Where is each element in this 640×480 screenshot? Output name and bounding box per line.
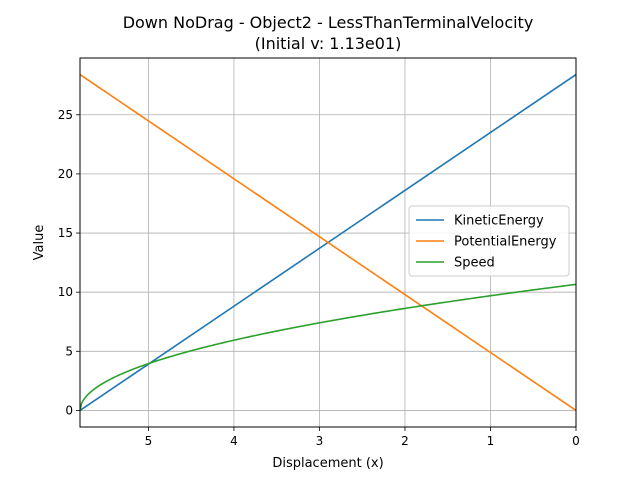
- series-lines: [79, 73, 577, 412]
- y-tick-label: 25: [58, 108, 73, 122]
- x-tick-label: 4: [230, 434, 238, 448]
- series-line-potentialenergy: [79, 73, 577, 412]
- legend-entry: Speed: [454, 256, 495, 271]
- y-axis-label: Value: [32, 225, 47, 261]
- y-tick-label: 10: [58, 285, 73, 299]
- legend: KineticEnergy PotentialEnergy Speed: [408, 205, 570, 277]
- y-tick-label: 0: [65, 403, 73, 417]
- x-axis-label: Displacement (x): [272, 456, 383, 471]
- legend-entry: PotentialEnergy: [454, 235, 557, 250]
- series-line-speed: [79, 283, 577, 411]
- chart-title: Down NoDrag - Object2 - LessThanTerminal…: [123, 13, 534, 32]
- y-axis-ticks: 0 5 10 15 20 25: [58, 108, 80, 417]
- x-axis-ticks: 5 4 3 2 1 0: [145, 427, 580, 448]
- legend-entry: KineticEnergy: [454, 214, 544, 229]
- x-tick-label: 3: [316, 434, 324, 448]
- legend-box: [408, 205, 570, 277]
- chart-subtitle: (Initial v: 1.13e01): [255, 34, 402, 53]
- x-tick-label: 1: [487, 434, 495, 448]
- x-tick-label: 2: [401, 434, 409, 448]
- y-tick-label: 5: [65, 344, 73, 358]
- y-tick-label: 20: [58, 167, 73, 181]
- y-tick-label: 15: [58, 226, 73, 240]
- x-tick-label: 5: [145, 434, 153, 448]
- plot-frame: [79, 57, 577, 428]
- x-tick-label: 0: [572, 434, 580, 448]
